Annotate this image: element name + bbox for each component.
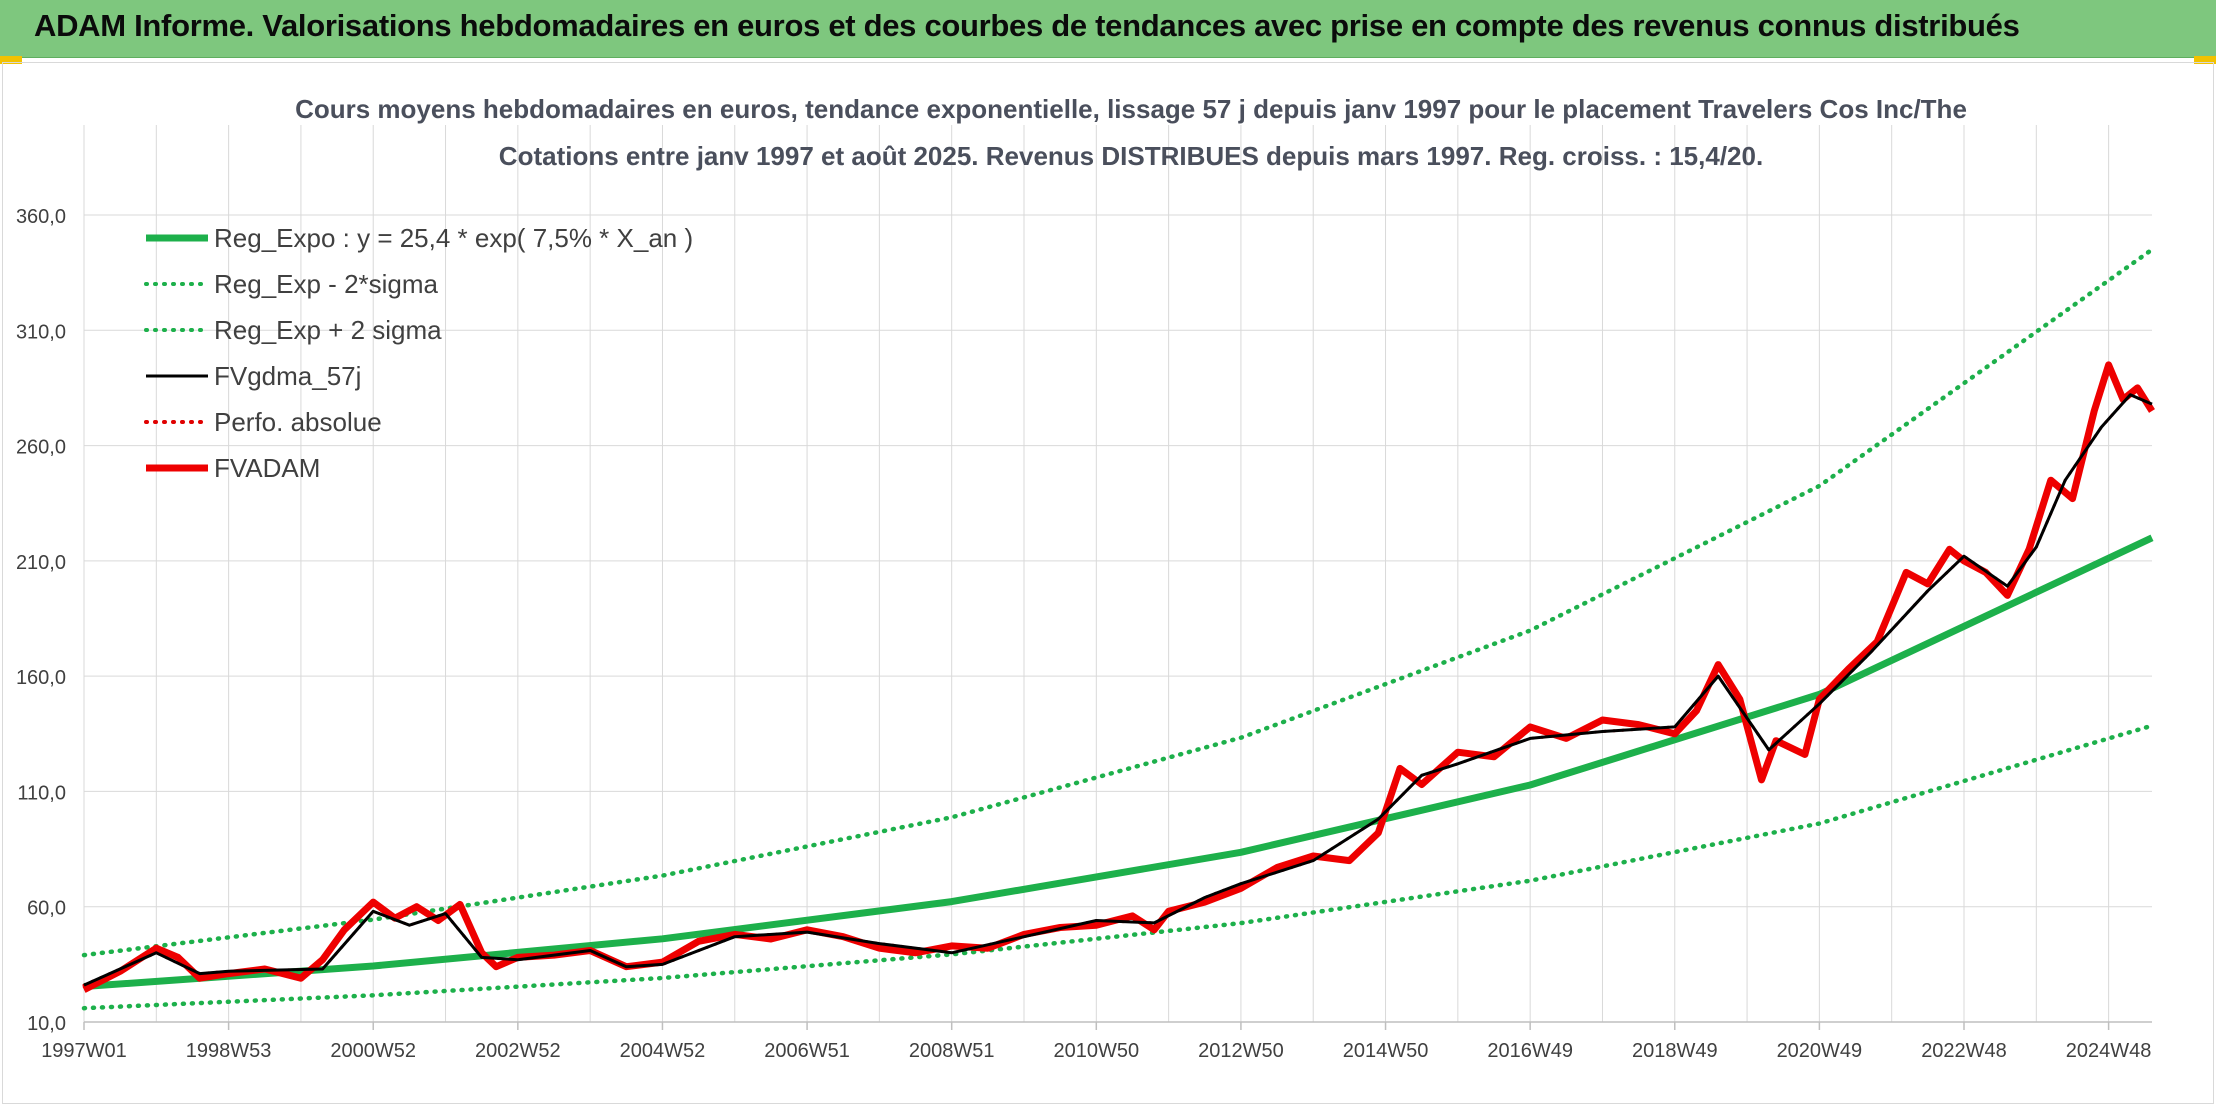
x-tick-label: 2020W49 [1777, 1040, 1863, 1062]
x-tick-label: 1998W53 [186, 1040, 272, 1062]
y-tick-label: 10,0 [27, 1013, 66, 1035]
corner-marker-right [2194, 56, 2216, 64]
x-tick-label: 2006W51 [764, 1040, 850, 1062]
corner-marker-left [0, 56, 22, 64]
y-tick-label: 310,0 [16, 321, 66, 343]
y-tick-label: 60,0 [27, 898, 66, 920]
x-tick-label: 2010W50 [1053, 1040, 1139, 1062]
y-tick-label: 260,0 [16, 437, 66, 459]
report-banner: ADAM Informe. Valorisations hebdomadaire… [0, 0, 2216, 58]
chart-frame [2, 62, 2214, 1104]
y-tick-label: 160,0 [16, 667, 66, 689]
x-tick-label: 2004W52 [620, 1040, 706, 1062]
y-tick-label: 360,0 [16, 206, 66, 228]
y-tick-label: 210,0 [16, 552, 66, 574]
series-line-6 [82, 361, 2155, 993]
series-line-4 [83, 393, 2153, 987]
x-tick-label: 1997W01 [41, 1040, 127, 1062]
chart-legend: Reg_Expo : y = 25,4 * exp( 7,5% * X_an )… [144, 223, 693, 483]
x-tick-label: 2018W49 [1632, 1040, 1718, 1062]
chart-title: Cours moyens hebdomadaires en euros, ten… [295, 94, 1967, 124]
x-tick-label: 2022W48 [1921, 1040, 2007, 1062]
series-line-5 [82, 393, 2154, 987]
report-title: ADAM Informe. Valorisations hebdomadaire… [34, 8, 2020, 43]
series-line-1 [83, 534, 2154, 990]
x-tick-label: 2000W52 [330, 1040, 416, 1062]
x-tick-label: 2016W49 [1487, 1040, 1573, 1062]
chart-series [81, 247, 2155, 1011]
legend-label-3: Reg_Exp + 2 sigma [214, 315, 442, 345]
series-line-2 [81, 723, 2155, 1011]
x-tick-label: 2024W48 [2066, 1040, 2152, 1062]
chart-axes: 10,0 60,0 110,0 160,0 210,0 260,0 310,0 360,0 19… [16, 206, 2152, 1062]
legend-label-4: FVgdma_57j [214, 361, 361, 391]
x-tick-label: 2008W51 [909, 1040, 995, 1062]
legend-label-2: Reg_Exp - 2*sigma [214, 269, 439, 299]
legend-label-6: FVADAM [214, 453, 320, 483]
legend-label-1: Reg_Expo : y = 25,4 * exp( 7,5% * X_an ) [214, 223, 693, 253]
x-tick-label: 2012W50 [1198, 1040, 1284, 1062]
chart-subtitle: Cotations entre janv 1997 et août 2025. … [499, 141, 1763, 171]
x-tick-label: 2002W52 [475, 1040, 561, 1062]
legend-label-5: Perfo. absolue [214, 407, 382, 437]
chart-grid [83, 125, 2152, 1023]
x-tick-label: 2014W50 [1343, 1040, 1429, 1062]
series-line-3 [81, 247, 2155, 958]
y-tick-label: 110,0 [17, 782, 66, 804]
